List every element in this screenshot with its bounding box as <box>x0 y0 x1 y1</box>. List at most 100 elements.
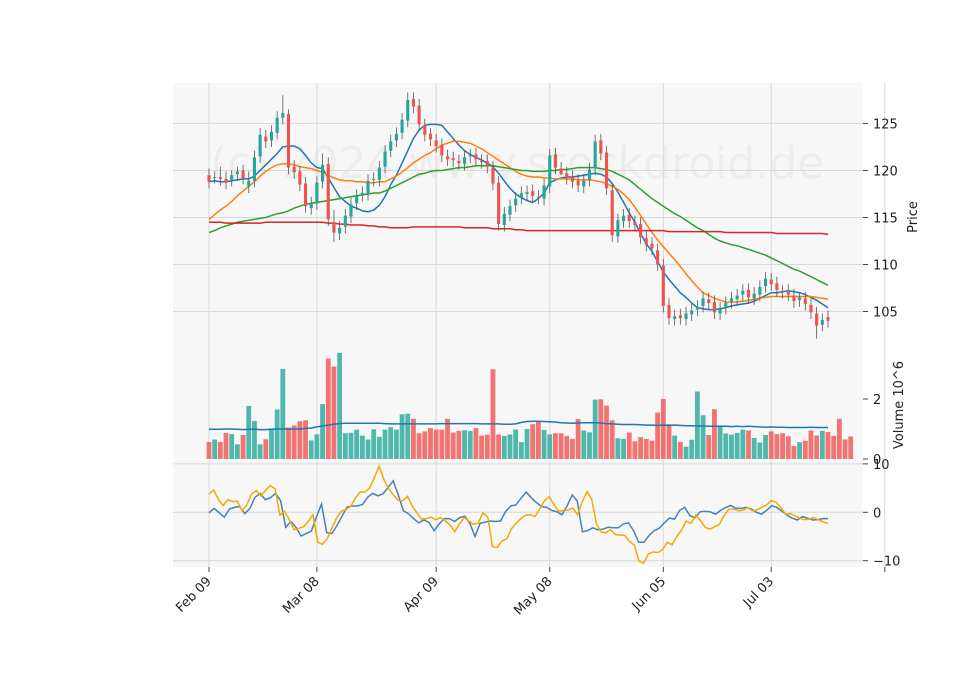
candle-body <box>514 198 518 206</box>
volume-bar <box>246 405 252 459</box>
candle-body <box>565 173 569 178</box>
volume-bar <box>229 434 235 459</box>
volume-bar <box>371 429 377 459</box>
volume-bar <box>490 369 496 459</box>
candle-body <box>701 298 705 306</box>
volume-bar <box>683 446 689 459</box>
candle-body <box>264 136 268 142</box>
volume-bar <box>768 431 774 459</box>
volume-bar <box>223 432 229 459</box>
candle-body <box>559 168 563 175</box>
volume-bar <box>473 428 479 459</box>
oscillator-tick-label: −10 <box>873 555 900 570</box>
candle-body <box>775 283 779 290</box>
candle-body <box>372 178 376 180</box>
volume-bar <box>734 432 740 459</box>
volume-axis: 02 <box>863 393 881 468</box>
candle-body <box>786 290 790 295</box>
candle-body <box>417 105 421 125</box>
candle-body <box>343 215 347 227</box>
candle-body <box>576 180 580 186</box>
volume-bar <box>507 434 513 459</box>
volume-bar <box>751 438 757 459</box>
candle-body <box>508 206 512 215</box>
volume-bar <box>587 432 592 459</box>
candle-body <box>247 180 251 187</box>
volume-bar <box>206 441 212 459</box>
volume-bar <box>570 438 575 459</box>
candle-body <box>809 304 813 313</box>
candle-body <box>360 193 364 195</box>
volume-bar <box>746 430 751 459</box>
candle-body <box>355 195 359 204</box>
candle-body <box>235 171 239 175</box>
candle-body <box>434 140 438 147</box>
volume-bar <box>836 418 842 459</box>
candle-body <box>423 125 427 135</box>
volume-bar <box>677 441 683 459</box>
volume-bar <box>774 434 780 459</box>
price-panel: (c) 2024 www.stockdroid.de 1051101151201… <box>173 83 921 351</box>
candle-body <box>292 166 296 173</box>
volume-bar <box>660 399 666 459</box>
x-tick-label: Jul 03 <box>740 574 777 611</box>
oscillator-tick-label: 0 <box>873 506 881 521</box>
price-axis: 105 110 115 120 125 <box>863 117 898 321</box>
volume-bar <box>643 438 649 459</box>
volume-bar <box>433 429 439 459</box>
candle-body <box>650 243 654 249</box>
volume-bar <box>819 430 825 459</box>
candle-body <box>599 140 603 154</box>
candle-body <box>769 279 773 285</box>
candlesticks <box>207 92 830 339</box>
candle-body <box>684 313 688 320</box>
candle-body <box>792 295 796 302</box>
x-tick-label: Jun 05 <box>629 574 669 614</box>
candle-body <box>468 155 472 157</box>
volume-ma-line <box>209 420 828 431</box>
candle-body <box>781 290 785 292</box>
volume-bar <box>700 415 706 459</box>
candle-body <box>309 203 313 209</box>
price-tick-label: 125 <box>873 117 898 132</box>
candle-body <box>741 290 745 295</box>
volume-bar <box>723 433 729 459</box>
volume-bar <box>706 435 712 459</box>
candle-body <box>258 134 262 157</box>
volume-bar <box>740 429 746 459</box>
candle-body <box>315 182 319 204</box>
volume-bar <box>609 420 615 459</box>
volume-bar <box>501 435 507 459</box>
candle-body <box>428 133 433 140</box>
candle-body <box>406 99 410 121</box>
volume-bar <box>615 438 621 459</box>
price-tick-label: 110 <box>873 258 898 273</box>
candle-body <box>746 289 751 298</box>
volume-bar <box>649 440 655 459</box>
candle-body <box>633 222 637 225</box>
volume-bar <box>280 369 286 459</box>
volume-bar <box>626 432 632 459</box>
volume-bar <box>428 428 433 459</box>
volume-panel: 02 Volume 10^6 <box>173 351 907 468</box>
volume-bar <box>518 442 524 459</box>
volume-bar <box>217 441 223 459</box>
price-tick-label: 105 <box>873 306 898 321</box>
volume-bar <box>666 424 672 459</box>
volume-bar <box>558 433 564 459</box>
x-tick-label: Mar 08 <box>280 574 323 617</box>
volume-bar <box>564 435 570 459</box>
candle-body <box>570 177 575 182</box>
volume-bar <box>621 438 626 459</box>
x-axis: Feb 09 Mar 08 Apr 09 May 08 Jun 05 Jul 03 <box>173 567 886 618</box>
candle-body <box>656 250 660 265</box>
candle-body <box>218 177 222 179</box>
volume-bar <box>308 440 314 459</box>
volume-bar <box>592 399 598 459</box>
volume-bar <box>808 430 814 459</box>
candle-body <box>531 191 535 196</box>
volume-bar <box>269 428 274 459</box>
volume-bar <box>212 439 218 459</box>
volume-bar <box>303 420 308 459</box>
